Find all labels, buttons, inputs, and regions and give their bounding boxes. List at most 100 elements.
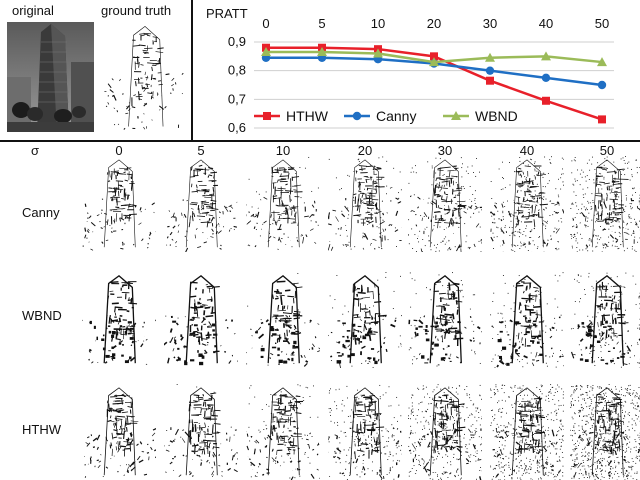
edge-stroke: [496, 431, 499, 433]
edge-stroke: [626, 475, 628, 478]
noise-speck: [623, 250, 625, 252]
edge-stroke: [119, 217, 122, 222]
noise-speck: [518, 220, 520, 222]
noise-speck: [378, 157, 380, 159]
edge-stroke: [88, 358, 90, 361]
edge-stroke: [502, 429, 505, 432]
noise-speck: [480, 207, 482, 209]
noise-speck: [450, 353, 452, 355]
noise-speck: [498, 218, 500, 220]
edge-stroke: [534, 445, 542, 448]
edge-stroke: [515, 352, 520, 357]
edge-outline: [349, 159, 382, 248]
edge-stroke: [431, 341, 435, 346]
edge-stroke: [90, 222, 96, 227]
edge-stroke: [475, 223, 480, 228]
noise-speck: [411, 402, 413, 404]
noise-speck: [441, 427, 443, 429]
noise-speck: [293, 283, 295, 285]
edge-stroke: [363, 323, 368, 331]
edge-stroke: [522, 290, 525, 294]
edge-stroke: [522, 171, 525, 175]
edge-stroke: [284, 405, 287, 415]
edge-stroke: [427, 441, 431, 448]
noise-speck: [349, 415, 351, 417]
edge-stroke: [140, 343, 144, 348]
edge-stroke: [455, 300, 463, 303]
edge-stroke: [516, 432, 518, 435]
noise-speck: [562, 272, 564, 274]
edge-blob: [534, 336, 537, 339]
noise-speck: [523, 199, 525, 201]
edge-stroke: [173, 341, 177, 345]
noise-speck: [514, 452, 516, 454]
noise-speck: [609, 214, 611, 215]
noise-speck: [490, 389, 492, 391]
edge-stroke: [198, 448, 205, 451]
noise-speck: [615, 171, 617, 173]
edge-stroke: [594, 204, 597, 212]
noise-speck: [593, 182, 595, 184]
noise-speck: [503, 425, 505, 427]
noise-speck: [304, 167, 306, 169]
noise-speck: [440, 478, 442, 480]
noise-speck: [448, 387, 450, 389]
noise-speck: [590, 337, 592, 339]
x-tick-label: 30: [483, 16, 497, 31]
noise-speck: [393, 478, 395, 480]
noise-speck: [296, 237, 298, 239]
noise-speck: [512, 467, 513, 469]
noise-speck: [495, 386, 497, 388]
noise-speck: [441, 306, 443, 308]
noise-speck: [581, 176, 583, 178]
edge-stroke: [116, 415, 126, 418]
edge-stroke: [543, 220, 545, 222]
noise-speck: [469, 394, 470, 396]
edge-stroke: [201, 304, 208, 306]
noise-speck: [432, 391, 434, 393]
edge-stroke: [577, 462, 582, 469]
edge-blob: [175, 359, 179, 361]
edge-stroke: [435, 178, 438, 182]
noise-speck: [548, 427, 550, 429]
edge-blob: [346, 330, 351, 332]
edge-stroke: [475, 205, 478, 208]
edge-stroke: [515, 222, 520, 228]
noise-speck: [302, 397, 304, 399]
noise-speck: [400, 449, 402, 451]
noise-speck: [571, 245, 573, 247]
edge-stroke: [442, 304, 450, 306]
edge-stroke: [522, 243, 527, 246]
noise-speck: [475, 456, 477, 457]
edge-stroke: [312, 343, 315, 348]
edge-stroke: [292, 176, 300, 178]
noise-speck: [479, 171, 480, 173]
noise-speck: [525, 235, 527, 237]
noise-speck: [579, 212, 581, 214]
edge-stroke: [132, 44, 140, 47]
noise-speck: [461, 405, 463, 407]
edge-stroke: [445, 438, 448, 443]
noise-speck: [461, 477, 462, 479]
noise-speck: [343, 421, 345, 423]
noise-speck: [549, 200, 551, 202]
noise-speck: [410, 413, 412, 415]
noise-speck: [410, 452, 412, 454]
edge-blob: [177, 357, 181, 361]
noise-speck: [254, 396, 256, 398]
edge-stroke: [316, 468, 319, 471]
noise-speck: [353, 298, 354, 300]
noise-speck: [289, 477, 291, 479]
edge-stroke: [152, 40, 158, 42]
noise-speck: [213, 391, 215, 393]
noise-speck: [466, 235, 468, 237]
noise-speck: [339, 189, 341, 191]
noise-speck: [423, 463, 425, 465]
noise-speck: [557, 460, 559, 462]
edge-stroke: [117, 319, 121, 325]
noise-speck: [545, 449, 547, 451]
noise-speck: [303, 400, 305, 402]
noise-speck: [525, 300, 527, 302]
noise-speck: [600, 430, 601, 432]
edge-stroke: [285, 190, 294, 192]
